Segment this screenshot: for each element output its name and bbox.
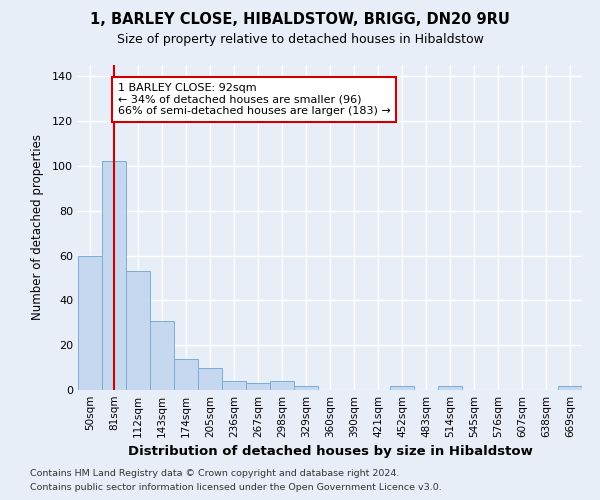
- X-axis label: Distribution of detached houses by size in Hibaldstow: Distribution of detached houses by size …: [128, 446, 532, 458]
- Text: Size of property relative to detached houses in Hibaldstow: Size of property relative to detached ho…: [116, 32, 484, 46]
- Text: 1, BARLEY CLOSE, HIBALDSTOW, BRIGG, DN20 9RU: 1, BARLEY CLOSE, HIBALDSTOW, BRIGG, DN20…: [90, 12, 510, 28]
- Bar: [174, 358, 198, 390]
- Text: 1 BARLEY CLOSE: 92sqm
← 34% of detached houses are smaller (96)
66% of semi-deta: 1 BARLEY CLOSE: 92sqm ← 34% of detached …: [118, 83, 391, 116]
- Bar: [558, 386, 582, 390]
- Bar: [222, 381, 246, 390]
- Bar: [78, 256, 102, 390]
- Bar: [150, 320, 174, 390]
- Bar: [198, 368, 222, 390]
- Bar: [126, 271, 150, 390]
- Bar: [246, 384, 270, 390]
- Bar: [270, 381, 294, 390]
- Text: Contains public sector information licensed under the Open Government Licence v3: Contains public sector information licen…: [30, 484, 442, 492]
- Text: Contains HM Land Registry data © Crown copyright and database right 2024.: Contains HM Land Registry data © Crown c…: [30, 468, 400, 477]
- Bar: [390, 386, 414, 390]
- Bar: [438, 386, 462, 390]
- Bar: [102, 162, 126, 390]
- Y-axis label: Number of detached properties: Number of detached properties: [31, 134, 44, 320]
- Bar: [294, 386, 318, 390]
